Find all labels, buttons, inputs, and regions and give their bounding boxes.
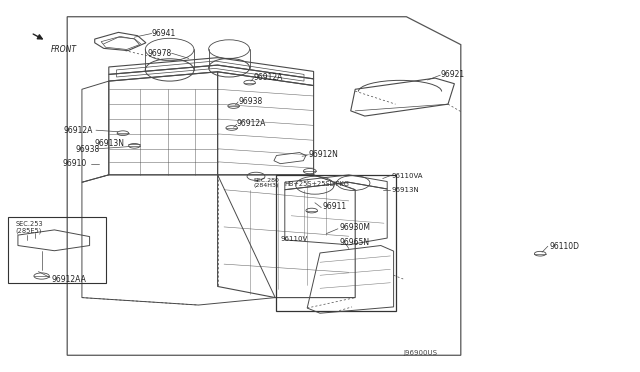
Text: 96938: 96938 [76,145,100,154]
Text: 96941: 96941 [152,29,176,38]
Bar [276,175,396,311]
Text: J96900US: J96900US [403,350,437,356]
Text: 96912AA: 96912AA [51,275,86,283]
Text: 96912A: 96912A [237,119,266,128]
Text: 96912A: 96912A [253,73,283,82]
Text: 96110V: 96110V [280,236,308,242]
Text: 96921: 96921 [440,70,465,79]
Text: 96911: 96911 [323,202,347,211]
Text: 96913N: 96913N [95,139,125,148]
Text: 96965N: 96965N [339,238,369,247]
Text: 96910: 96910 [63,159,87,168]
Text: 96930M: 96930M [339,223,370,232]
Text: 96978: 96978 [147,49,172,58]
Text: SEC.253
(285E5): SEC.253 (285E5) [15,221,43,234]
Text: 96110D: 96110D [549,242,579,251]
Text: 96110VA: 96110VA [392,173,423,179]
Text: 96912N: 96912N [308,150,339,159]
Text: HB+25S+25SL/PKG: HB+25S+25SL/PKG [284,181,349,187]
Text: 96938: 96938 [238,97,262,106]
Text: 96912A: 96912A [64,126,93,135]
Text: FRONT: FRONT [51,45,77,54]
Bar [8,217,106,283]
Text: SEC.280
(284H3): SEC.280 (284H3) [253,177,279,189]
Text: 96913N: 96913N [392,187,419,193]
